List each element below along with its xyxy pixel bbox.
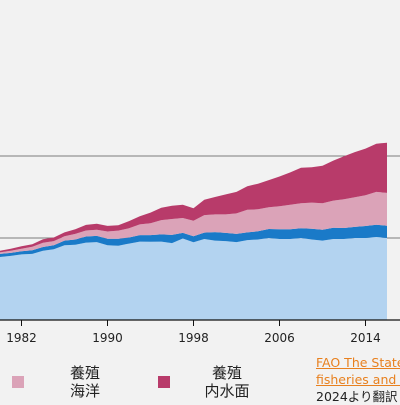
legend-label-aquaculture-marine: 養殖 海洋	[62, 364, 108, 400]
area-capture-inland	[0, 224, 387, 257]
x-tick-label: 2006	[264, 331, 295, 345]
x-ticks: 1982 1990 1998 2006 2014	[6, 320, 381, 345]
source-link[interactable]: FAO The State of World	[316, 355, 400, 370]
area-series	[0, 142, 387, 320]
area-aquaculture-inland	[0, 142, 387, 253]
x-tick-label: 2014	[350, 331, 381, 345]
legend-label-line2: 内水面	[204, 382, 250, 400]
legend-label-aquaculture-inland: 養殖 内水面	[198, 364, 256, 400]
legend-swatch-aquaculture-inland	[158, 376, 170, 388]
x-tick-label: 1990	[92, 331, 123, 345]
source-link-continued[interactable]: fisheries and aquaculture	[316, 372, 400, 387]
source-note: 2024より翻訳	[316, 389, 398, 404]
source-citation: FAO The State of World fisheries and aqu…	[316, 354, 400, 405]
x-tick-label: 1982	[6, 331, 37, 345]
area-capture-marine	[0, 237, 387, 320]
legend-label-line1: 養殖	[211, 364, 242, 382]
x-tick-label: 1998	[178, 331, 209, 345]
legend-swatch-aquaculture-marine	[12, 376, 24, 388]
legend-label-line2: 海洋	[69, 382, 100, 400]
legend-label-line1: 養殖	[69, 364, 100, 382]
area-aquaculture-marine	[0, 191, 387, 254]
